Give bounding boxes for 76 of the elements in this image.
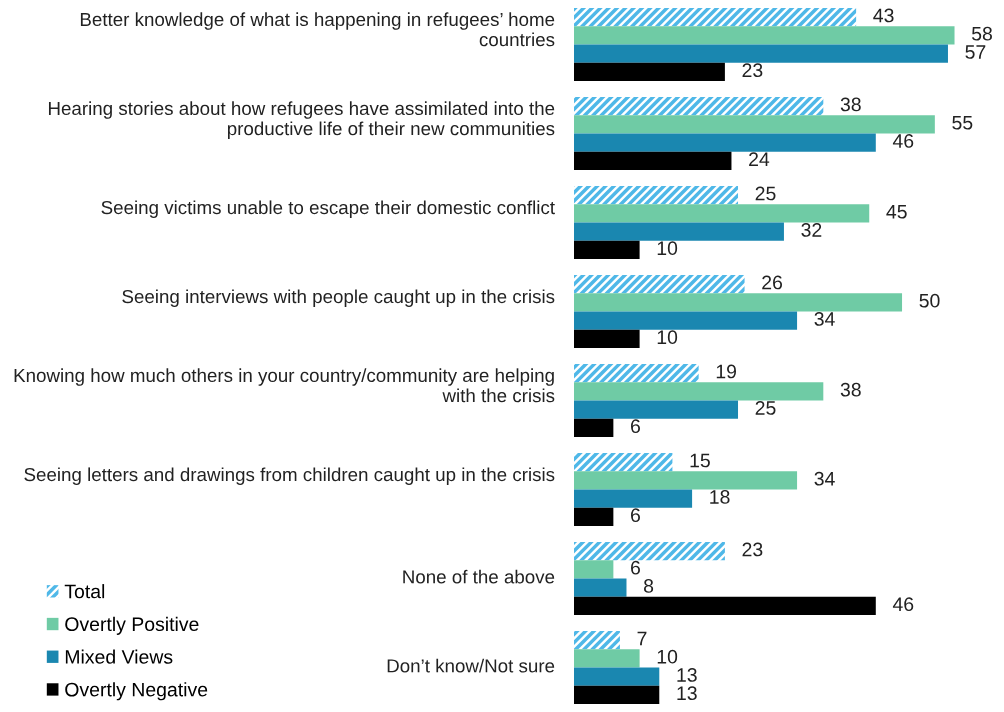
data-label: 7	[637, 631, 647, 646]
bar	[574, 240, 640, 259]
y-tick-label: Don’t know/Not sure	[387, 658, 555, 673]
bar	[574, 329, 640, 348]
data-label: 46	[892, 134, 914, 148]
legend-label: Total	[64, 584, 105, 599]
bar	[574, 62, 725, 81]
bar	[574, 578, 627, 597]
data-label: 58	[971, 26, 992, 41]
bar	[574, 44, 948, 63]
legend-label: Overtly Negative	[65, 682, 208, 701]
data-label: 23	[742, 542, 763, 557]
bar	[574, 115, 935, 134]
bar	[574, 596, 876, 615]
data-label: 10	[657, 649, 678, 664]
bar	[574, 222, 784, 241]
bar	[574, 542, 725, 561]
data-label: 6	[631, 560, 640, 575]
data-label: 34	[814, 312, 835, 326]
data-label: 13	[677, 668, 697, 682]
bar	[574, 186, 739, 205]
data-label: 50	[919, 293, 940, 308]
bar	[574, 97, 824, 116]
legend-label: Mixed Views	[65, 649, 173, 664]
data-label: 15	[690, 453, 710, 468]
bar	[574, 667, 660, 686]
bar	[574, 560, 614, 579]
bar	[574, 453, 673, 472]
y-tick-label: Hearing stories about how refugees have assimilated into the productive life of their new communities	[48, 101, 555, 139]
data-label: 6	[631, 419, 640, 434]
bar	[574, 293, 903, 312]
bar	[574, 8, 857, 27]
data-label: 46	[892, 597, 914, 612]
bar	[574, 364, 699, 383]
data-label: 25	[755, 186, 776, 201]
bar	[574, 151, 732, 170]
bar	[574, 471, 798, 490]
data-label: 32	[801, 223, 822, 237]
bar	[574, 382, 824, 401]
data-label: 8	[644, 579, 654, 593]
bar	[574, 133, 876, 152]
y-tick-label: Seeing victims unable to escape their domestic conflict	[101, 200, 555, 218]
y-tick-label: Seeing interviews with people caught up in the crisis	[122, 289, 555, 307]
data-label: 38	[840, 382, 861, 397]
data-label: 10	[657, 330, 678, 345]
legend-label: Overtly Positive	[65, 616, 199, 635]
bar	[574, 649, 640, 668]
data-label: 6	[631, 508, 640, 523]
data-label: 25	[755, 401, 776, 415]
y-tick-label: Knowing how much others in your country/community are helping with the crisis	[14, 368, 555, 403]
bar	[574, 685, 660, 704]
data-label: 23	[742, 63, 763, 78]
data-label: 55	[952, 116, 973, 130]
y-tick-label: None of the above	[403, 569, 555, 584]
bar	[574, 204, 870, 223]
data-label: 18	[710, 490, 730, 504]
data-label: 24	[749, 152, 770, 166]
bar	[574, 400, 739, 419]
data-label: 57	[965, 45, 986, 59]
data-label: 34	[814, 471, 835, 486]
data-label: 13	[677, 686, 697, 701]
data-label: 19	[716, 364, 737, 379]
bar	[574, 631, 620, 650]
bar	[574, 489, 693, 508]
bar	[574, 26, 955, 45]
bar	[574, 418, 614, 437]
data-label: 26	[762, 275, 783, 290]
bar	[574, 275, 745, 294]
y-tick-label: Better knowledge of what is happening in refugees’ home countries	[80, 12, 555, 47]
data-label: 10	[657, 241, 678, 256]
data-label: 43	[873, 8, 894, 23]
y-tick-label: Seeing letters and drawings from children caught up in the crisis	[24, 467, 555, 485]
data-label: 45	[886, 205, 907, 219]
bar	[574, 507, 614, 526]
data-label: 38	[840, 97, 861, 112]
bar	[574, 311, 798, 330]
